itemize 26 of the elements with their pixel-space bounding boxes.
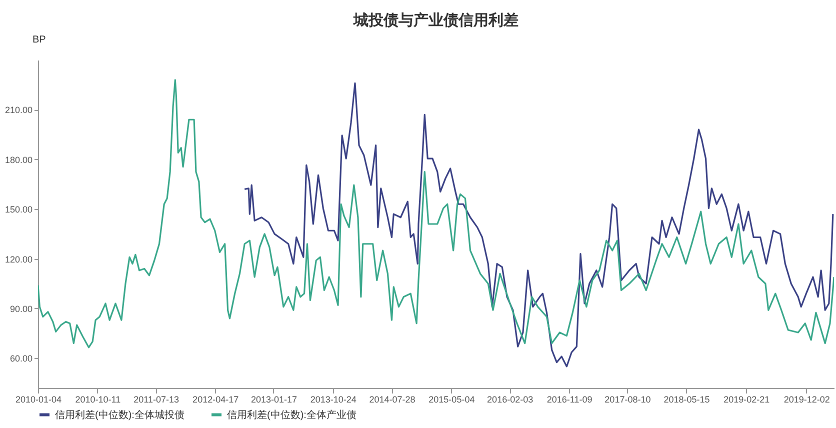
x-tick-label: 2016-02-03 bbox=[487, 394, 534, 404]
line-series bbox=[38, 79, 834, 348]
y-tick-label: 60.00 bbox=[10, 354, 32, 364]
x-tick-label: 2018-05-15 bbox=[664, 394, 710, 404]
x-tick-label: 2012-04-17 bbox=[192, 394, 239, 404]
x-tick-label: 2010-10-11 bbox=[75, 394, 121, 404]
x-tick-label: 2010-01-04 bbox=[15, 394, 62, 404]
x-tick-label: 2019-12-02 bbox=[784, 394, 830, 404]
x-tick-label: 2019-02-21 bbox=[724, 394, 770, 404]
x-tick-label: 2011-07-13 bbox=[134, 394, 180, 404]
x-tick-label: 2013-01-17 bbox=[250, 394, 297, 404]
y-tick-label: 90.00 bbox=[10, 304, 32, 314]
x-tick-label: 2015-05-04 bbox=[428, 394, 475, 404]
legend-label: 信用利差(中位数):全体产业债 bbox=[227, 408, 356, 421]
x-tick-label: 2017-08-10 bbox=[604, 394, 651, 404]
chart-title: 城投债与产业债信用利差 bbox=[352, 12, 518, 29]
line-series bbox=[244, 82, 834, 368]
y-tick-label: 180.00 bbox=[4, 154, 32, 165]
y-tick-label: 150.00 bbox=[4, 204, 32, 215]
legend-label: 信用利差(中位数):全体城投债 bbox=[55, 408, 184, 421]
x-tick-label: 2013-10-24 bbox=[310, 394, 356, 404]
y-tick-label: 210.00 bbox=[4, 105, 32, 116]
x-tick-label: 2016-11-09 bbox=[546, 394, 592, 404]
x-tick-label: 2014-07-28 bbox=[369, 394, 416, 404]
y-axis-title: BP bbox=[32, 34, 46, 46]
y-tick-label: 120.00 bbox=[4, 254, 32, 264]
